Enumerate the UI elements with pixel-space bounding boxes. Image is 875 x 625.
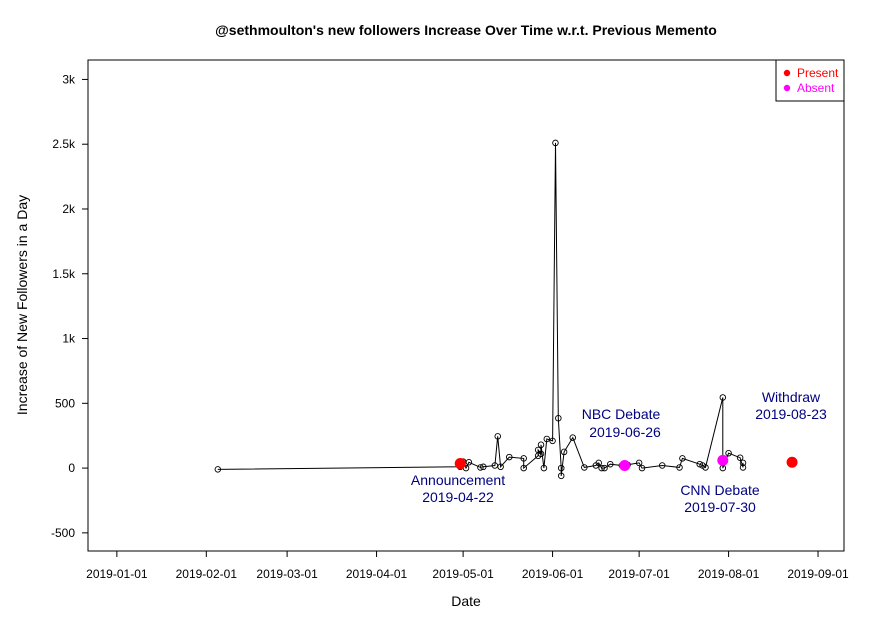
series-line <box>217 142 744 476</box>
x-tick-label: 2019-07-01 <box>608 567 670 581</box>
y-tick-label: 0 <box>68 461 75 475</box>
highlight-point-absent <box>619 459 631 471</box>
highlight-point-absent <box>717 454 729 466</box>
data-point <box>537 450 545 458</box>
data-point <box>497 463 504 471</box>
data-point <box>540 464 548 472</box>
event-annotation-label: Withdraw <box>762 389 821 405</box>
data-point <box>549 437 556 445</box>
series-group <box>214 139 747 480</box>
event-annotation-label: CNN Debate <box>680 482 760 498</box>
event-annotation-label: NBC Debate <box>582 406 661 422</box>
data-point <box>557 464 565 472</box>
y-tick-label: 2k <box>62 202 76 216</box>
data-point <box>477 464 484 471</box>
event-annotation-label: Announcement <box>411 472 505 488</box>
event-annotation-date: 2019-04-22 <box>422 489 494 505</box>
event-annotation-date: 2019-08-23 <box>755 406 827 422</box>
y-tick-label: 3k <box>62 72 76 86</box>
data-point <box>739 464 747 471</box>
x-tick-label: 2019-02-01 <box>176 567 238 581</box>
legend-absent-label: Absent <box>797 81 835 95</box>
highlight-point-present <box>454 458 466 470</box>
y-tick-label: 2.5k <box>52 137 76 151</box>
data-point <box>543 435 551 443</box>
data-point <box>520 455 527 462</box>
x-tick-label: 2019-06-01 <box>522 567 584 581</box>
y-axis-label: Increase of New Followers in a Day <box>14 195 30 415</box>
data-point <box>598 464 605 472</box>
y-tick-label: 1k <box>62 332 76 346</box>
data-point <box>552 139 559 147</box>
legend-present-marker <box>783 69 791 77</box>
data-point <box>696 460 703 468</box>
data-point <box>638 464 646 472</box>
data-point <box>465 459 473 466</box>
data-point <box>555 414 562 422</box>
highlight-group <box>454 454 798 471</box>
x-axis-label: Date <box>451 593 481 609</box>
y-tick-label: -500 <box>51 526 75 540</box>
data-point <box>676 464 683 471</box>
data-point <box>679 455 686 462</box>
data-point <box>569 434 577 441</box>
highlight-point-present <box>786 456 798 468</box>
event-annotation-date: 2019-07-30 <box>684 499 756 515</box>
x-tick-label: 2019-04-01 <box>346 567 408 581</box>
data-point <box>607 460 614 468</box>
x-tick-label: 2019-09-01 <box>787 567 849 581</box>
y-tick-label: 1.5k <box>52 267 76 281</box>
legend-box <box>775 59 845 102</box>
x-tick-label: 2019-01-01 <box>86 567 148 581</box>
data-point <box>635 459 643 467</box>
data-point <box>581 464 588 471</box>
legend: Present Absent <box>775 59 845 102</box>
event-annotation-date: 2019-06-26 <box>589 424 661 440</box>
data-point <box>739 459 747 467</box>
data-point <box>719 394 727 401</box>
x-tick-label: 2019-08-01 <box>698 567 760 581</box>
x-tick-label: 2019-03-01 <box>256 567 318 581</box>
data-point <box>725 449 732 457</box>
data-point <box>557 472 565 480</box>
chart-title: @sethmoulton's new followers Increase Ov… <box>215 22 717 38</box>
data-point <box>537 441 545 449</box>
data-point <box>658 462 666 469</box>
data-point <box>506 453 513 461</box>
data-point <box>601 464 608 472</box>
data-point <box>595 459 602 467</box>
data-point <box>494 433 501 440</box>
x-tick-label: 2019-05-01 <box>432 567 494 581</box>
data-point <box>480 463 487 471</box>
legend-absent-marker <box>783 84 791 92</box>
data-point <box>702 464 709 471</box>
data-point <box>214 466 222 473</box>
data-point <box>560 448 568 456</box>
y-tick-label: 500 <box>55 396 75 410</box>
legend-present-label: Present <box>797 66 839 80</box>
x-axis: 2019-01-01 2019-02-01 2019-03-01 2019-04-01… <box>86 550 849 581</box>
data-point <box>520 464 527 472</box>
y-axis: -500 0 500 1k 1.5k 2k 2.5k 3k <box>51 72 89 540</box>
data-point <box>736 454 744 461</box>
